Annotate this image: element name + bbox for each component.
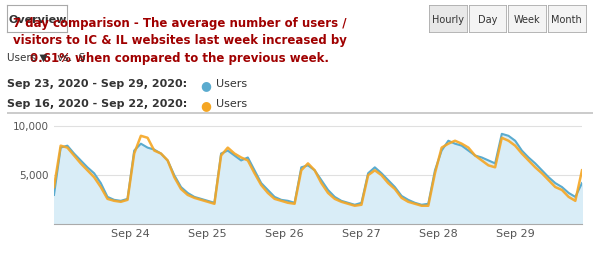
Text: Users: Users [216, 99, 247, 109]
Text: Overview: Overview [8, 15, 67, 25]
Text: 7 day comparison - The average number of users /
visitors to IC & IL websites la: 7 day comparison - The average number of… [13, 17, 347, 65]
Text: Day: Day [478, 15, 497, 25]
Text: Month: Month [551, 15, 582, 25]
Text: Sep 16, 2020 - Sep 22, 2020:: Sep 16, 2020 - Sep 22, 2020: [7, 99, 187, 109]
Text: ●: ● [200, 79, 211, 92]
Text: Users ▼   vs.  S: Users ▼ vs. S [7, 53, 86, 63]
Text: ●: ● [200, 99, 211, 112]
Text: Sep 23, 2020 - Sep 29, 2020:: Sep 23, 2020 - Sep 29, 2020: [7, 79, 187, 89]
Text: Hourly: Hourly [432, 15, 464, 25]
Text: Week: Week [514, 15, 541, 25]
Text: Users: Users [216, 79, 247, 89]
